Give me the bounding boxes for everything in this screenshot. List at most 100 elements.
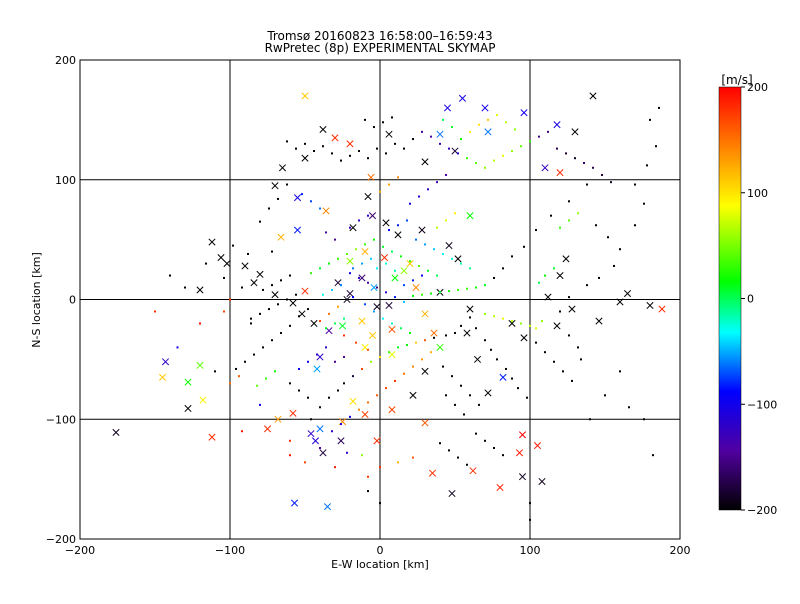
data-point-cross [349, 397, 357, 405]
data-point-dot [361, 367, 363, 370]
data-point-dot [601, 173, 603, 176]
axes: −200 −100 0 100 200 −200 −100 0 100 200 [46, 54, 691, 557]
data-point-dot [391, 322, 393, 325]
data-point-cross [277, 233, 285, 241]
data-point-dot [409, 202, 411, 205]
data-point-cross [346, 257, 354, 265]
data-point-dot [424, 243, 426, 246]
data-point-cross [385, 301, 393, 310]
data-point-cross [367, 173, 375, 181]
data-point-dot [505, 367, 507, 370]
data-point-cross [385, 130, 393, 138]
data-point-dot [439, 442, 441, 445]
data-point-cross [520, 109, 528, 117]
data-point-dot [391, 116, 393, 119]
data-point-cross [518, 473, 527, 481]
data-point-cross [388, 325, 396, 333]
data-point-dot [643, 418, 645, 421]
data-point-dot [649, 118, 651, 121]
data-point-dot [268, 308, 270, 311]
data-point-dot [454, 403, 456, 406]
data-point-dot [223, 310, 225, 313]
data-point-dot [289, 382, 291, 385]
data-point-dot [385, 387, 387, 390]
data-point-cross [421, 310, 429, 318]
data-point-dot [460, 324, 462, 327]
data-point-dot [298, 389, 300, 392]
y-tick-label: −100 [46, 413, 76, 426]
data-point-dot [397, 176, 399, 179]
data-point-cross [349, 224, 357, 232]
data-point-dot [388, 183, 390, 186]
data-point-dot [634, 224, 636, 227]
data-point-dot [349, 226, 351, 229]
data-point-dot [502, 454, 504, 457]
data-point-dot [412, 279, 414, 282]
data-point-dot [307, 308, 309, 311]
data-point-cross [373, 437, 381, 445]
data-point-dot [451, 375, 453, 378]
data-point-dot [469, 316, 471, 319]
data-point-cross [316, 425, 324, 433]
data-point-cross [430, 329, 438, 337]
data-point-dot [544, 351, 546, 354]
x-tick-label: 0 [377, 544, 384, 557]
grid-lines [80, 60, 680, 539]
data-point-dot [523, 245, 525, 248]
data-point-cross [293, 226, 302, 234]
data-point-dot [370, 360, 372, 363]
data-point-dot [568, 296, 570, 299]
data-point-dot [250, 322, 252, 325]
data-point-dot [301, 193, 303, 196]
data-point-cross [199, 396, 207, 404]
data-point-dot [442, 365, 444, 368]
data-point-dot [475, 161, 477, 164]
data-point-cross [421, 419, 429, 427]
data-point-dot [607, 236, 609, 239]
data-point-dot [361, 262, 363, 265]
data-point-dot [451, 126, 453, 129]
data-point-cross [589, 92, 597, 100]
data-point-dot [448, 449, 450, 452]
data-point-cross [241, 262, 249, 270]
data-point-dot [394, 269, 396, 272]
data-point-dot [376, 147, 378, 150]
data-point-dot [271, 284, 273, 287]
data-point-cross [484, 389, 492, 397]
chart-subtitle: RwPretec (8p) EXPERIMENTAL SKYMAP [265, 41, 496, 55]
data-point-cross [568, 305, 576, 313]
data-point-cross [571, 128, 579, 136]
data-point-dot [229, 382, 231, 385]
data-point-dot [430, 351, 432, 354]
data-point-dot [619, 248, 621, 251]
data-point-dot [535, 341, 537, 344]
data-point-cross [346, 289, 354, 298]
data-point-cross [368, 331, 377, 339]
data-point-cross [307, 430, 315, 438]
data-point-dot [352, 267, 354, 270]
data-point-cross [313, 365, 321, 373]
data-point-dot [331, 152, 333, 155]
data-point-dot [355, 341, 357, 344]
data-point-dot [352, 375, 354, 378]
data-point-dot [406, 344, 408, 347]
data-point-cross [484, 128, 492, 136]
colorbar: [m/s] 200 100 0 −100 −200 [718, 73, 777, 517]
data-point-cross [595, 317, 603, 325]
data-point-cross [412, 283, 420, 292]
data-point-dot [427, 269, 429, 272]
data-point-dot [445, 219, 447, 222]
data-point-cross [158, 373, 167, 381]
data-point-dot [460, 384, 462, 387]
y-axis-label: N-S location [km] [30, 252, 43, 348]
data-point-dot [604, 394, 606, 397]
data-point-dot [469, 394, 471, 397]
data-point-dot [382, 245, 384, 248]
data-point-dot [340, 284, 342, 287]
data-point-cross [382, 219, 390, 227]
data-point-dot [586, 284, 588, 287]
data-point-dot [310, 200, 312, 203]
data-point-cross [391, 274, 399, 282]
data-point-cross [112, 428, 120, 436]
